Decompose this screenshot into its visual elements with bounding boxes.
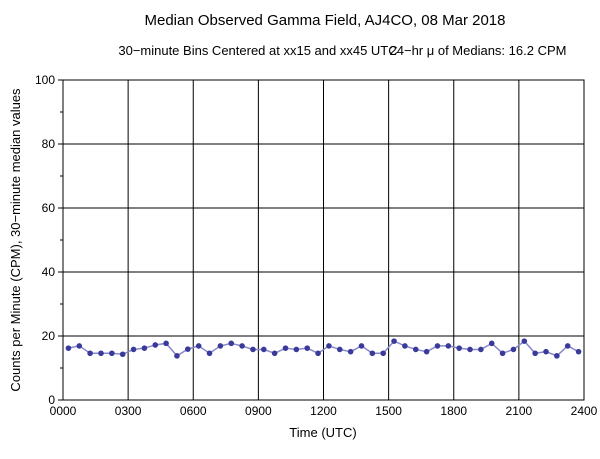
data-point xyxy=(336,346,343,353)
data-point xyxy=(76,343,83,349)
x-tick-label: 1200 xyxy=(310,404,337,418)
data-point xyxy=(119,351,126,358)
x-axis-label: Time (UTC) xyxy=(289,425,356,440)
x-tick-label: 1500 xyxy=(375,404,402,418)
data-point xyxy=(543,348,549,355)
data-point xyxy=(271,350,278,357)
data-point xyxy=(87,350,93,357)
y-tick-label: 0 xyxy=(48,393,55,407)
data-point xyxy=(391,338,397,344)
data-point xyxy=(554,353,560,359)
data-point xyxy=(217,343,224,349)
x-tick-label: 0000 xyxy=(50,404,77,418)
data-point xyxy=(228,340,235,347)
data-point xyxy=(467,346,473,353)
x-tick-label: 0900 xyxy=(245,404,272,418)
data-point xyxy=(239,343,245,349)
data-point xyxy=(98,350,104,357)
data-point xyxy=(195,343,202,349)
data-point xyxy=(65,345,72,351)
plot-frame xyxy=(62,79,585,401)
data-point xyxy=(141,345,148,351)
data-point xyxy=(358,343,365,349)
data-point xyxy=(478,346,484,353)
data-point xyxy=(282,345,289,351)
x-tick-label: 0600 xyxy=(180,404,207,418)
data-point xyxy=(564,343,571,349)
data-point xyxy=(434,343,441,349)
data-point xyxy=(380,350,386,357)
data-point xyxy=(499,350,506,357)
data-point xyxy=(261,346,267,353)
data-point xyxy=(456,345,462,351)
y-axis-label: Counts per Minute (CPM), 30−minute media… xyxy=(8,88,23,392)
data-point xyxy=(412,346,419,353)
data-point xyxy=(250,346,256,353)
x-tick-label: 2400 xyxy=(571,404,598,418)
data-point xyxy=(315,350,321,357)
data-point xyxy=(423,348,430,355)
data-point xyxy=(185,346,191,352)
x-tick-label: 2100 xyxy=(506,404,533,418)
data-point xyxy=(293,346,300,353)
y-tick-label: 40 xyxy=(42,265,56,279)
y-tick-label: 80 xyxy=(42,137,56,151)
data-point xyxy=(174,353,180,359)
chart-title: Median Observed Gamma Field, AJ4CO, 08 M… xyxy=(145,12,506,29)
data-point xyxy=(532,350,538,357)
chart-subtitle-left: 30−minute Bins Centered at xx15 and xx45… xyxy=(118,43,397,58)
data-point xyxy=(488,340,495,347)
data-point xyxy=(575,348,582,355)
data-point xyxy=(152,342,159,348)
data-point xyxy=(510,346,517,353)
data-point xyxy=(163,340,169,347)
data-point xyxy=(369,350,376,357)
data-point xyxy=(206,350,213,357)
data-point xyxy=(521,338,528,344)
y-tick-label: 60 xyxy=(42,201,56,215)
data-point xyxy=(109,350,115,357)
y-tick-label: 20 xyxy=(42,329,56,343)
data-point xyxy=(130,346,137,353)
data-point xyxy=(304,345,311,351)
y-tick-label: 100 xyxy=(35,73,55,87)
data-point xyxy=(402,343,408,349)
x-tick-label: 1800 xyxy=(440,404,467,418)
data-point xyxy=(347,348,354,355)
data-point xyxy=(326,343,332,349)
chart-subtitle-right: 24−hr μ of Medians: 16.2 CPM xyxy=(390,43,567,58)
x-tick-label: 0300 xyxy=(115,404,142,418)
data-point xyxy=(445,343,452,349)
